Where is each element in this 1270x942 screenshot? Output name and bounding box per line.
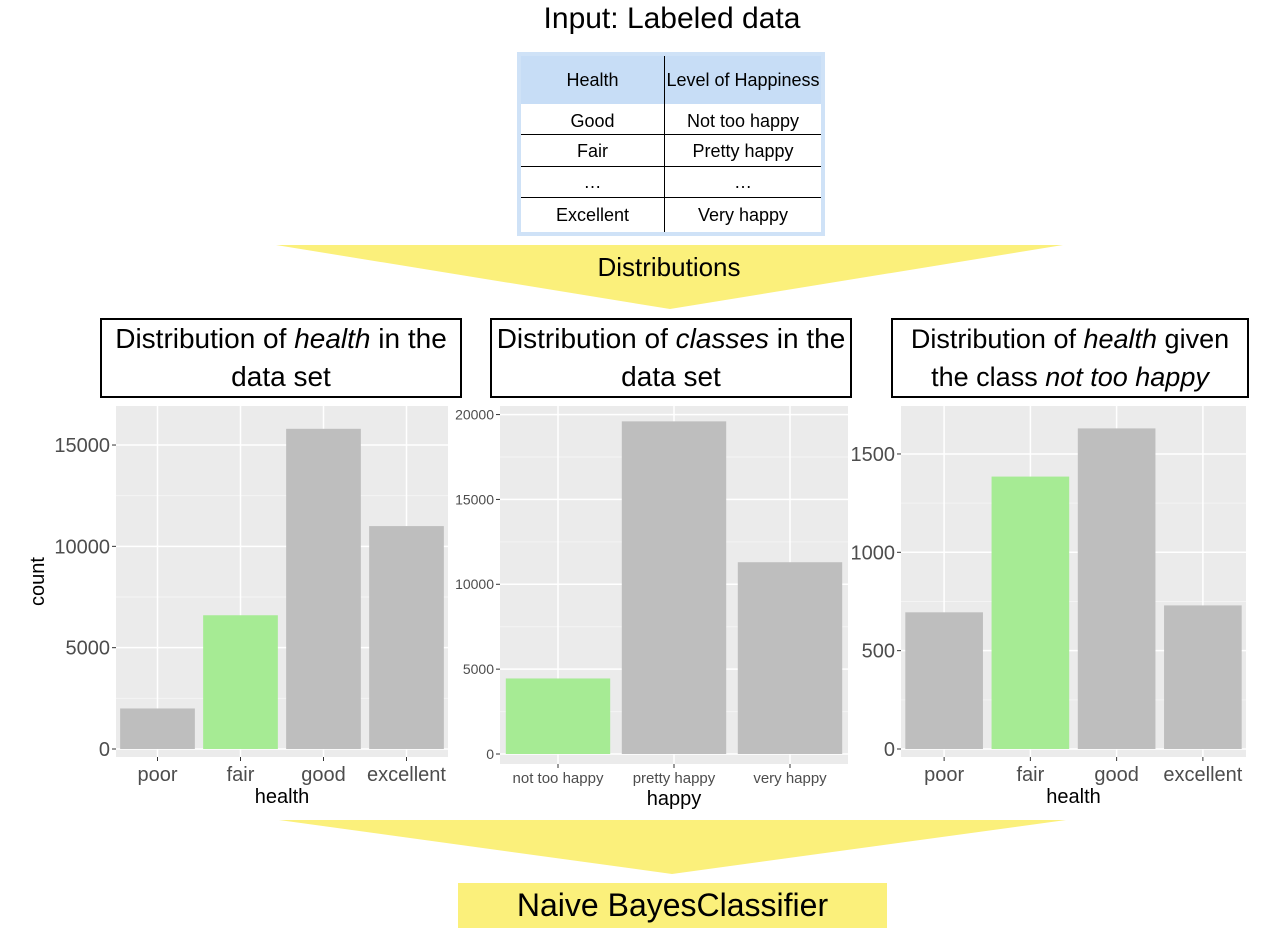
bar-excellent: [1164, 605, 1242, 749]
bar-not-too-happy: [505, 678, 611, 754]
table-cell: Very happy: [697, 205, 789, 225]
y-tick-label: 0: [884, 739, 895, 761]
x-tick-label: good: [1094, 764, 1139, 786]
title-emphasis: health: [1083, 324, 1158, 354]
distributions-arrow: [276, 245, 1063, 309]
title-text: in the data set: [621, 323, 846, 392]
table-header-happiness: Level of Happiness: [666, 70, 820, 90]
table-cell: …: [583, 172, 602, 192]
y-tick-label: 10000: [54, 536, 110, 558]
panel-title-classes: Distribution of classes in the data set: [490, 318, 852, 398]
table-cell: Fair: [577, 140, 608, 161]
table-divider: [521, 166, 821, 167]
page-title: Input: Labeled data: [543, 2, 801, 35]
bar-good: [286, 428, 361, 749]
table-cell: Pretty happy: [692, 140, 794, 161]
x-tick-label: not too happy: [513, 770, 604, 787]
y-tick-label: 5000: [463, 661, 494, 677]
y-tick-label: 5000: [66, 638, 111, 660]
x-tick-label: poor: [924, 764, 964, 786]
bar-poor: [905, 612, 983, 749]
bar-fair: [203, 615, 278, 749]
bar-good: [1077, 428, 1156, 749]
classifier-arrow: [279, 820, 1066, 874]
bar-fair: [991, 476, 1070, 749]
y-tick-label: 0: [99, 739, 110, 761]
bar-pretty-happy: [621, 421, 727, 754]
y-tick-label: 500: [862, 641, 895, 663]
table-cell: Not too happy: [686, 111, 800, 131]
health-given-class-chart: 0 500 1000 1500 poor fair good excellent health: [851, 406, 1246, 808]
y-tick-label: 1500: [851, 444, 896, 466]
bar-poor: [120, 708, 195, 749]
x-tick-label: very happy: [753, 770, 827, 787]
y-tick-label: 0: [486, 746, 494, 762]
x-tick-label: excellent: [1163, 764, 1242, 786]
bar-very-happy: [737, 562, 843, 754]
title-text: given the class: [931, 324, 1230, 392]
title-emphasis: not too happy: [1045, 362, 1209, 392]
table-cell: Excellent: [555, 205, 630, 225]
title-text: Distribution of: [115, 323, 295, 354]
x-tick-label: fair: [227, 764, 255, 786]
health-distribution-chart: 0 5000 10000 15000 poor fair good excellent heal…: [27, 406, 448, 808]
table-divider: [521, 134, 821, 135]
y-tick-label: 1000: [851, 542, 896, 564]
table-cell: Good: [570, 111, 615, 131]
table-header-health: Health: [566, 70, 619, 90]
y-tick-label: 15000: [54, 435, 110, 457]
y-tick-label: 20000: [455, 406, 494, 422]
classifier-label: Naive BayesClassifier: [458, 883, 887, 928]
distributions-label: Distributions: [597, 252, 741, 282]
panel-title-health-given-class: Distribution of health given the class n…: [891, 318, 1249, 398]
x-axis-label: happy: [647, 788, 702, 810]
input-data-table: Health Level of Happiness Good Not too h…: [517, 52, 825, 236]
y-axis-label: count: [27, 557, 49, 606]
x-tick-label: good: [301, 764, 346, 786]
title-text: in the data set: [231, 323, 447, 392]
bar-excellent: [369, 526, 444, 749]
table-header-row: [521, 56, 821, 104]
y-tick-label: 10000: [455, 576, 494, 592]
y-tick-label: 15000: [455, 491, 494, 507]
x-tick-label: pretty happy: [633, 770, 716, 787]
x-axis-label: health: [1046, 786, 1101, 808]
title-text: Distribution of: [910, 324, 1084, 354]
title-text: Distribution of: [496, 323, 676, 354]
x-tick-label: poor: [137, 764, 177, 786]
x-tick-label: excellent: [367, 764, 446, 786]
title-emphasis: health: [294, 323, 371, 354]
table-cell: …: [734, 172, 752, 192]
x-axis-label: health: [255, 786, 310, 808]
table-divider: [664, 56, 665, 232]
class-distribution-chart: 0 5000 10000 15000 20000 not too happy pretty …: [455, 406, 848, 810]
x-tick-label: fair: [1016, 764, 1044, 786]
panel-title-health: Distribution of health in the data set: [100, 318, 462, 398]
title-emphasis: classes: [675, 323, 770, 354]
table-divider: [521, 197, 821, 198]
